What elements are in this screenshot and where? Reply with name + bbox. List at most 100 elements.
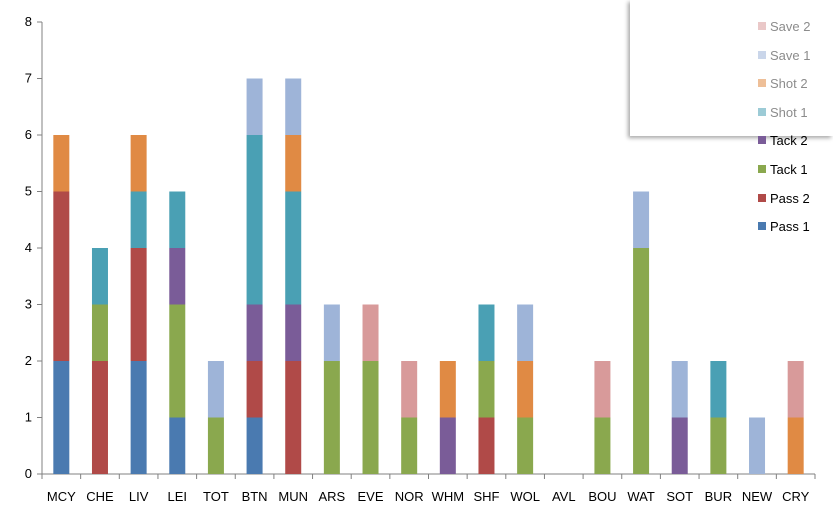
- bar-segment: [710, 361, 727, 418]
- x-tick-label: AVL: [552, 489, 576, 504]
- x-tick-label: BUR: [705, 489, 732, 504]
- legend-label: Pass 2: [770, 190, 810, 206]
- x-tick-label: MUN: [278, 489, 308, 504]
- y-tick-label: 5: [25, 184, 32, 199]
- y-tick-label: 8: [25, 14, 32, 29]
- x-tick-label: MCY: [47, 489, 76, 504]
- x-tick-label: LEI: [168, 489, 188, 504]
- bar-segment: [246, 361, 263, 418]
- bar-segment: [130, 135, 147, 192]
- legend-label: Shot 2: [770, 76, 808, 92]
- legend-label: Shot 1: [770, 104, 808, 120]
- bar-segment: [710, 417, 727, 474]
- bar-segment: [130, 361, 147, 474]
- legend-swatch: [758, 107, 766, 116]
- x-tick-label: LIV: [129, 489, 149, 504]
- x-tick-label: NOR: [395, 489, 424, 504]
- bar-segment: [401, 417, 418, 474]
- bar-segment: [53, 361, 70, 474]
- x-tick-label: BOU: [588, 489, 616, 504]
- bar-segment: [285, 304, 302, 361]
- legend-swatch: [758, 79, 766, 88]
- x-tick-label: CRY: [782, 489, 810, 504]
- legend-label: Save 1: [770, 47, 811, 63]
- bar-segment: [633, 248, 650, 474]
- x-tick-label: CHE: [86, 489, 114, 504]
- x-tick-label: WAT: [627, 489, 654, 504]
- y-tick-label: 2: [25, 353, 32, 368]
- bar-segment: [517, 361, 534, 418]
- legend-label: Tack 2: [770, 133, 808, 149]
- bar-segment: [207, 361, 224, 418]
- bar-segment: [517, 417, 534, 474]
- bar-segment: [246, 417, 263, 474]
- bar-segment: [594, 361, 611, 418]
- bar-segment: [362, 361, 379, 474]
- y-tick-label: 1: [25, 410, 32, 425]
- y-tick-label: 4: [25, 240, 32, 255]
- y-tick-label: 7: [25, 71, 32, 86]
- x-tick-label: SHF: [473, 489, 499, 504]
- y-tick-label: 3: [25, 297, 32, 312]
- bar-segment: [53, 191, 70, 361]
- bar-segment: [285, 191, 302, 305]
- x-tick-label: NEW: [742, 489, 773, 504]
- legend-swatch: [758, 165, 766, 173]
- legend-label: Tack 1: [770, 162, 808, 177]
- bar-segment: [285, 78, 302, 135]
- bar-segment: [130, 191, 147, 248]
- legend-swatch: [758, 136, 766, 145]
- x-tick-label: BTN: [242, 489, 268, 504]
- x-tick-label: TOT: [203, 489, 229, 504]
- bar-segment: [130, 248, 147, 361]
- bar-segment: [169, 248, 186, 305]
- bar-segment: [323, 361, 340, 474]
- legend-swatch: [758, 193, 766, 202]
- bar-segment: [285, 135, 302, 192]
- bar-segment: [749, 417, 766, 474]
- bar-segment: [246, 135, 263, 305]
- bar-segment: [671, 417, 688, 474]
- bar-segment: [91, 248, 108, 305]
- bar-segment: [633, 191, 650, 248]
- x-tick-label: WHM: [432, 489, 465, 504]
- bar-segment: [787, 361, 804, 418]
- legend-swatch: [758, 50, 766, 59]
- bar-segment: [478, 304, 495, 361]
- bar-segment: [285, 361, 302, 474]
- x-tick-label: SOT: [666, 489, 693, 504]
- x-tick-label: ARS: [319, 489, 346, 504]
- bar-segment: [91, 304, 108, 361]
- bars: [53, 78, 804, 474]
- bar-segment: [362, 304, 379, 361]
- legend-swatch: [758, 22, 766, 30]
- legend-label: Pass 1: [770, 219, 810, 235]
- legend-label: Save 2: [770, 19, 811, 34]
- bar-segment: [323, 304, 340, 361]
- bar-segment: [91, 361, 108, 474]
- legend-panel: [630, 0, 833, 136]
- bar-segment: [671, 361, 688, 418]
- x-tick-label: WOL: [510, 489, 540, 504]
- bar-segment: [169, 191, 186, 248]
- bar-segment: [246, 78, 263, 135]
- legend-swatch: [758, 222, 766, 231]
- bar-segment: [207, 417, 224, 474]
- y-tick-label: 6: [25, 127, 32, 142]
- bar-segment: [246, 304, 263, 361]
- bar-segment: [478, 361, 495, 418]
- x-tick-label: EVE: [358, 489, 384, 504]
- bar-segment: [478, 417, 495, 474]
- bar-segment: [401, 361, 418, 418]
- bar-segment: [53, 135, 70, 192]
- bar-segment: [594, 417, 611, 474]
- bar-segment: [169, 304, 186, 418]
- y-axis: 0 1 2 3 4 5 6 7 8: [25, 14, 43, 481]
- bar-segment: [787, 417, 804, 474]
- x-axis: MCY CHE LIV LEI TOT BTN MUN ARS EVE NOR WHM SHF WOL A…: [41, 473, 816, 504]
- bar-segment: [169, 417, 186, 474]
- bar-segment: [517, 304, 534, 361]
- y-tick-label: 0: [25, 466, 32, 481]
- bar-segment: [439, 417, 456, 474]
